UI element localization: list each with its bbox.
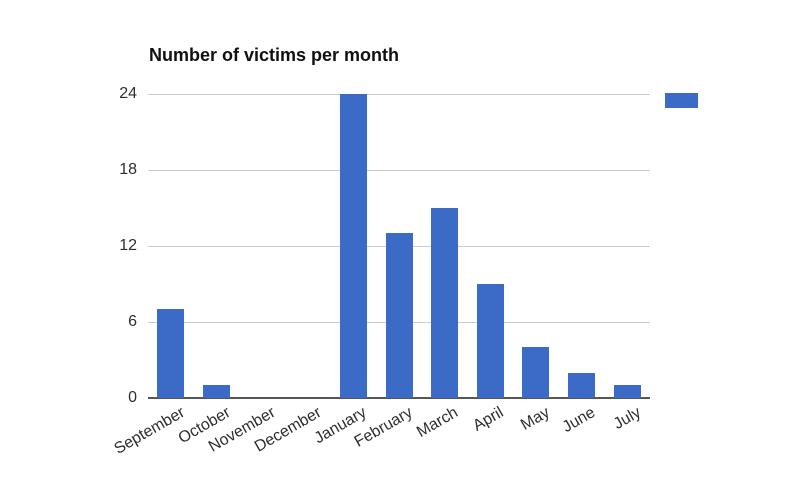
x-tick-label: December [251, 404, 325, 456]
x-tick-march: March [283, 404, 461, 441]
chart-title: Number of victims per month [149, 45, 400, 65]
x-tick-label: October [175, 404, 233, 448]
gridline-y-24 [148, 94, 650, 95]
x-tick-december: December [146, 404, 324, 456]
y-tick-label-6: 6 [128, 313, 137, 330]
x-tick-april: April [328, 404, 507, 435]
x-tick-label: February [351, 404, 416, 451]
x-tick-label: November [206, 404, 279, 456]
y-tick-label-12: 12 [119, 237, 137, 254]
x-tick-label: January [312, 404, 370, 448]
legend-swatch [665, 93, 698, 108]
bar-september [157, 309, 185, 398]
bar-july [613, 385, 641, 398]
bar-october [202, 385, 230, 398]
x-tick-label: April [470, 404, 507, 435]
plot-area [148, 94, 650, 399]
x-tick-label: July [610, 404, 644, 433]
x-tick-may: May [374, 404, 553, 434]
x-tick-label: May [517, 404, 553, 434]
bar-april [476, 284, 504, 398]
x-tick-october: October [54, 404, 233, 447]
bar-march [431, 208, 459, 398]
x-tick-label: September [111, 404, 188, 458]
y-tick-label-18: 18 [119, 161, 137, 178]
x-tick-june: June [420, 404, 598, 436]
y-tick-label-0: 0 [128, 389, 137, 406]
x-tick-july: July [465, 404, 644, 433]
x-tick-january: January [191, 404, 370, 447]
bar-june [568, 372, 596, 398]
bar-january [339, 94, 367, 398]
x-axis-baseline [148, 397, 650, 399]
bar-february [385, 233, 413, 398]
x-tick-february: February [237, 404, 416, 451]
gridline-y-18 [148, 170, 650, 171]
x-tick-label: March [414, 404, 462, 441]
x-tick-label: June [559, 404, 599, 437]
bar-may [522, 347, 550, 398]
y-tick-label-24: 24 [119, 85, 137, 102]
